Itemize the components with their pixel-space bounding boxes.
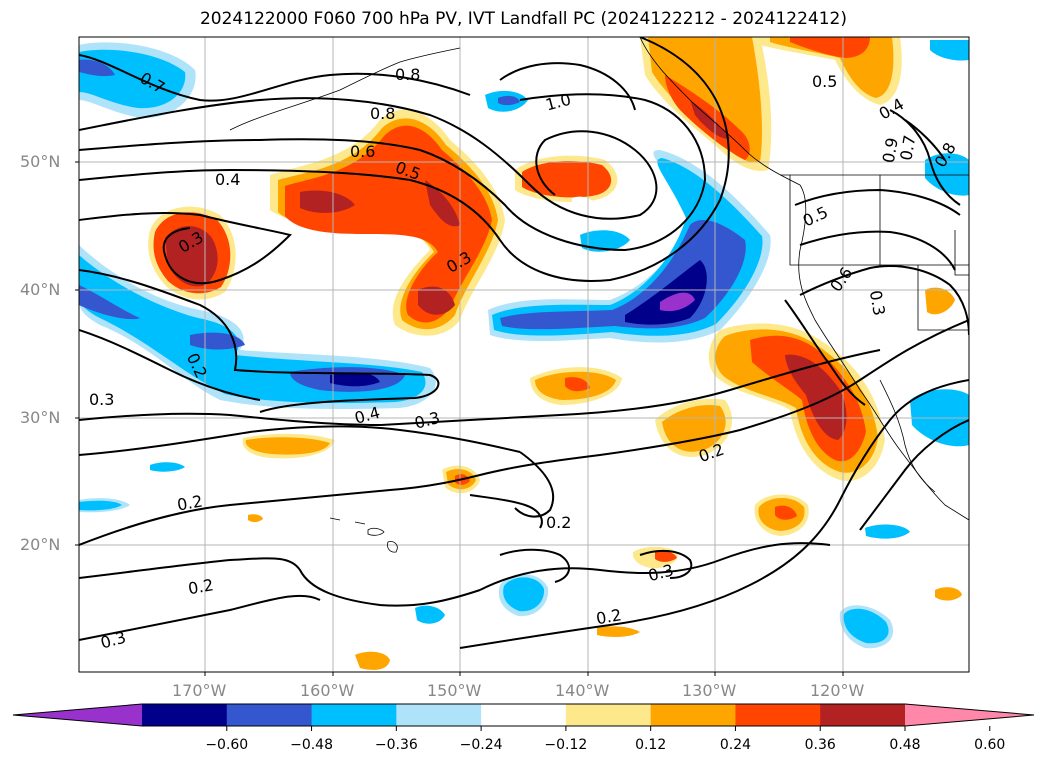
colorbar-tick-label: −0.48 — [290, 737, 333, 753]
lon-label-130w: 130°W — [682, 681, 737, 700]
colorbar-extend-max — [905, 704, 1034, 726]
colorbar-swatch — [142, 704, 228, 726]
colorbar-tick-label: 0.12 — [635, 737, 667, 753]
colorbar-tick-label: 0.36 — [804, 737, 836, 753]
contour-label: 0.6 — [350, 142, 375, 161]
contours — [79, 37, 969, 649]
colorbar-swatch — [735, 704, 821, 726]
lon-label-160w: 160°W — [300, 681, 355, 700]
contour-label: 0.9 — [879, 136, 902, 164]
colorbar-tick-label: 0.60 — [974, 737, 1006, 753]
colorbar-tick-label: −0.60 — [205, 737, 249, 753]
contour-label: 0.7 — [896, 134, 919, 162]
contour-label: 0.8 — [370, 104, 395, 123]
colorbar-tick-label: −0.36 — [374, 737, 418, 753]
contour-label: 0.8 — [395, 65, 420, 84]
lon-label-140w: 140°W — [555, 681, 610, 700]
colorbar — [12, 703, 1035, 731]
contour-label: 0.2 — [546, 513, 571, 532]
colorbar-swatch — [650, 704, 736, 726]
colorbar-swatch — [565, 704, 652, 726]
colorbar-swatch — [481, 704, 567, 726]
map-title: 2024122000 F060 700 hPa PV, IVT Landfall… — [199, 9, 847, 29]
lon-label-170w: 170°W — [172, 681, 227, 700]
lat-label-30n: 30°N — [20, 408, 61, 427]
colorbar-tick-label: 0.48 — [889, 737, 921, 753]
colorbar-outline — [12, 703, 1035, 727]
contour-label: 0.4 — [215, 170, 240, 189]
colorbar-tick-label: −0.24 — [459, 737, 503, 753]
contour-label: 0.3 — [89, 390, 114, 409]
colorbar-extend-min — [13, 704, 142, 726]
colorbar-tick-label: 0.24 — [719, 737, 752, 753]
colorbar-tick-label: −0.12 — [544, 737, 588, 753]
lat-label-40n: 40°N — [20, 280, 61, 299]
contour-label: 0.2 — [595, 605, 623, 628]
colorbar-swatch — [311, 704, 397, 726]
lat-label-50n: 50°N — [20, 152, 61, 171]
colorbar-swatch — [820, 704, 906, 726]
contour-label: 0.5 — [812, 72, 837, 91]
contour-label: 0.2 — [187, 575, 215, 598]
lon-label-150w: 150°W — [427, 681, 482, 700]
map-frame — [78, 36, 970, 673]
hawaii-islands — [329, 517, 398, 553]
tick-marks — [75, 161, 844, 676]
lon-label-120w: 120°W — [810, 681, 865, 700]
lat-label-20n: 20°N — [20, 535, 61, 554]
colorbar-swatch — [226, 704, 313, 726]
coastlines — [229, 37, 969, 521]
colorbar-swatch — [396, 704, 482, 726]
contour-label: 0.3 — [866, 289, 889, 317]
contour-label: 0.2 — [176, 491, 204, 514]
